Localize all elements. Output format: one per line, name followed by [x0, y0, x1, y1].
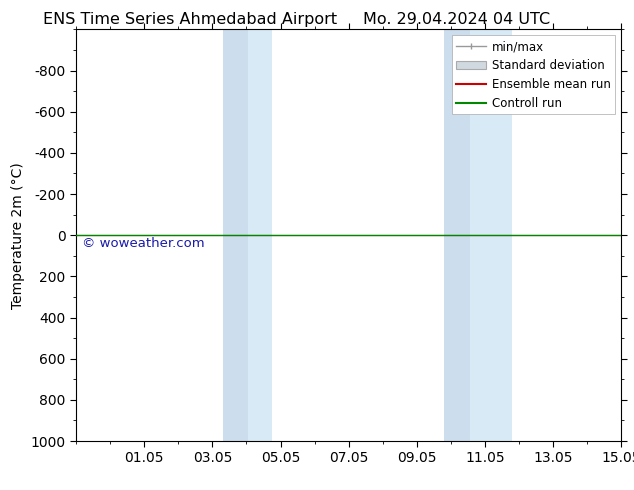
Text: Mo. 29.04.2024 04 UTC: Mo. 29.04.2024 04 UTC	[363, 12, 550, 27]
Y-axis label: Temperature 2m (°C): Temperature 2m (°C)	[11, 162, 25, 309]
Bar	[223, 29, 248, 441]
Bar	[444, 29, 470, 441]
Bar	[470, 29, 512, 441]
Text: © woweather.com: © woweather.com	[82, 237, 204, 250]
Text: ENS Time Series Ahmedabad Airport: ENS Time Series Ahmedabad Airport	[43, 12, 337, 27]
Bar	[248, 29, 272, 441]
Legend: min/max, Standard deviation, Ensemble mean run, Controll run: min/max, Standard deviation, Ensemble me…	[451, 35, 616, 115]
